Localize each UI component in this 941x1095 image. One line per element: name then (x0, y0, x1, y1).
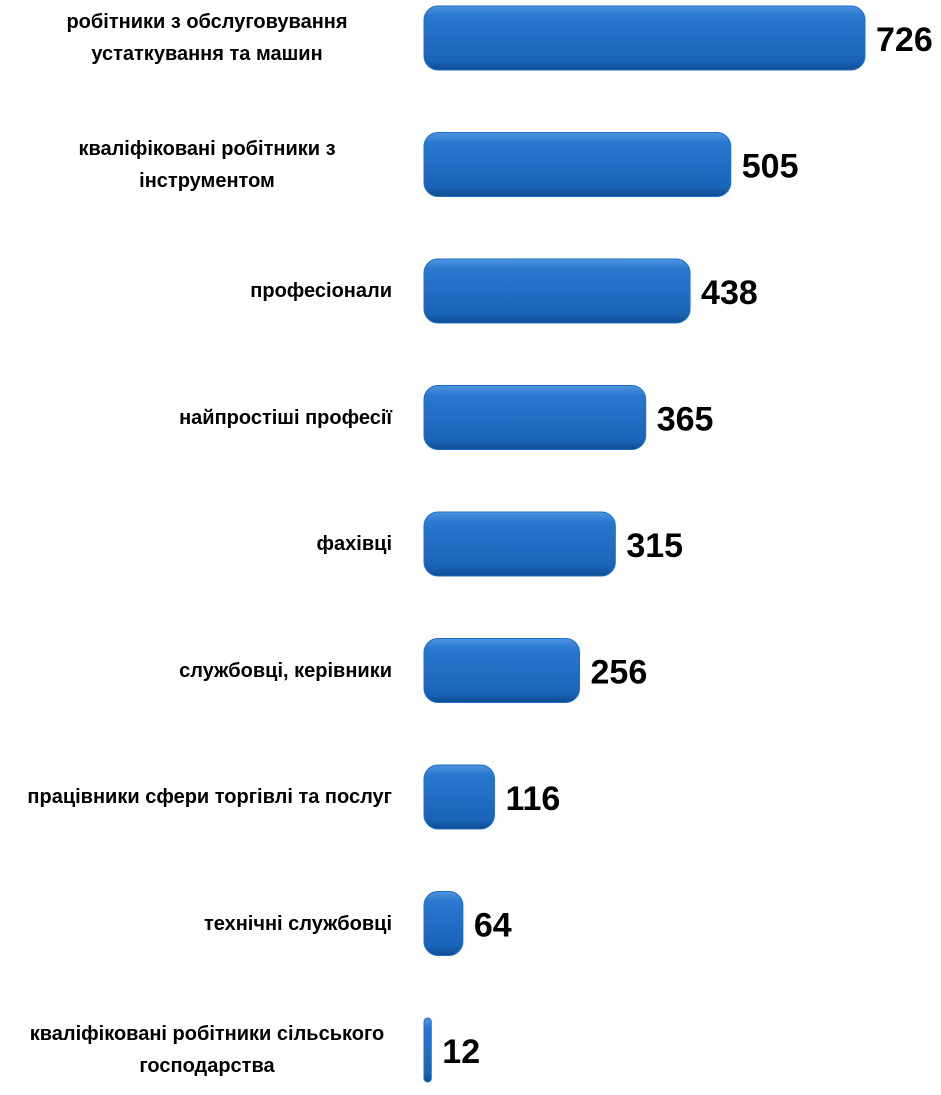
category-label-box: технічні службовці (0, 879, 392, 969)
bar (423, 764, 495, 830)
category-label: фахівці (316, 533, 392, 555)
bar (423, 891, 464, 956)
category-label-box: службовці, керівники (0, 626, 392, 716)
bar (423, 5, 866, 71)
value-label: 256 (591, 653, 648, 691)
category-label: кваліфіковані робітники сільського госпо… (29, 1023, 385, 1077)
value-label: 12 (442, 1033, 480, 1071)
value-label: 64 (474, 906, 512, 944)
bar (423, 132, 732, 197)
value-label: 505 (742, 147, 799, 185)
bar (423, 511, 616, 577)
category-label: професіонали (250, 280, 392, 302)
bar (423, 385, 647, 450)
category-label: робітники з обслуговування устаткування … (66, 11, 348, 65)
value-label: 365 (657, 400, 714, 438)
category-label-box: кваліфіковані робітники з інструментом (0, 120, 392, 210)
category-label-box: фахівці (0, 499, 392, 589)
bar (423, 258, 691, 324)
value-label: 438 (701, 274, 758, 312)
value-label: 315 (626, 527, 683, 565)
category-label: найпростіші професії (179, 406, 392, 429)
category-label-box: кваліфіковані робітники сільського госпо… (0, 1005, 392, 1095)
category-label-box: робітники з обслуговування устаткування … (0, 0, 392, 83)
bar (423, 638, 581, 703)
value-label: 116 (505, 780, 560, 818)
category-label: працівники сфери торгівлі та послуг (27, 786, 392, 808)
category-label-box: найпростіші професії (0, 373, 392, 463)
category-label: службовці, керівники (179, 659, 392, 682)
bar (423, 1017, 432, 1083)
category-label: технічні службовці (203, 912, 392, 935)
category-label: кваліфіковані робітники з інструментом (78, 137, 336, 192)
category-label-box: професіонали (0, 246, 392, 336)
value-label: 726 (876, 21, 933, 59)
category-label-box: працівники сфери торгівлі та послуг (0, 752, 392, 842)
